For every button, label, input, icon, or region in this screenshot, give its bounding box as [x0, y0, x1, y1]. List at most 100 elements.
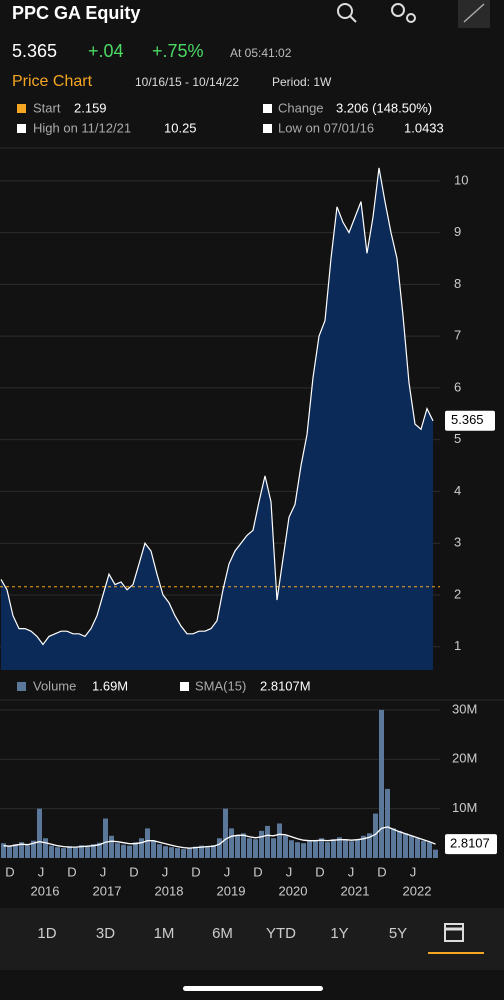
tab[interactable]: 3D: [96, 925, 115, 942]
x-tick-label: D: [191, 864, 200, 879]
x-tick-label: J: [224, 864, 231, 879]
tab-bar: [0, 908, 504, 970]
volume-bar: [421, 840, 426, 858]
legend-label: SMA(15): [195, 678, 246, 693]
tab[interactable]: 1D: [37, 925, 56, 942]
volume-bar: [157, 844, 162, 858]
legend-label: High on 11/12/21: [33, 120, 131, 135]
legend-value: 1.0433: [404, 120, 444, 135]
volume-bar: [139, 838, 144, 858]
volume-bar: [289, 840, 294, 858]
volume-bar: [247, 838, 252, 858]
x-tick-label: 2019: [217, 883, 246, 898]
volume-bar: [319, 838, 324, 858]
x-tick-label: D: [253, 864, 262, 879]
y-tick-label: 2: [454, 586, 461, 601]
title: PPC GA Equity: [12, 3, 140, 23]
volume-bar: [61, 848, 66, 858]
volume-bar: [235, 835, 240, 858]
tab[interactable]: 1Y: [330, 925, 348, 942]
volume-bar: [151, 840, 156, 858]
settings-icon[interactable]: [391, 3, 416, 23]
legend-value: 2.159: [74, 100, 107, 115]
tab[interactable]: 5Y: [389, 925, 407, 942]
home-indicator: [183, 986, 323, 991]
price-area: [1, 167, 433, 670]
volume-bar: [229, 828, 234, 858]
legend-value: 1.69M: [92, 678, 128, 693]
volume-bar: [193, 846, 198, 858]
price: 5.365: [12, 41, 57, 61]
volume-bar: [307, 841, 312, 858]
sma-tag: [445, 834, 497, 855]
volume-bar: [31, 840, 36, 858]
volume-bar: [37, 808, 42, 858]
tab[interactable]: 6M: [212, 925, 233, 942]
legend-swatch: [263, 104, 272, 113]
legend-swatch: [180, 682, 189, 691]
x-tick-label: 2017: [93, 883, 122, 898]
volume-bar: [13, 844, 18, 858]
change-pct: +.75%: [152, 41, 204, 61]
tab[interactable]: 1M: [154, 925, 175, 942]
volume-bar: [1, 843, 6, 858]
volume-bar: [169, 847, 174, 858]
volume-bar: [259, 830, 264, 858]
volume-bar: [265, 825, 270, 858]
x-tick-label: 2020: [279, 883, 308, 898]
legend-value: 2.8107M: [260, 678, 311, 693]
volume-bar: [427, 842, 432, 858]
x-tick-label: 2021: [341, 883, 370, 898]
volume-bar: [103, 818, 108, 858]
volume-bar: [25, 845, 30, 858]
volume-bar: [277, 823, 282, 858]
legend-label: Change: [278, 100, 324, 115]
sma-tag-label: 2.8107: [450, 836, 490, 851]
legend-swatch: [17, 124, 26, 133]
volume-bar: [313, 840, 318, 858]
tab[interactable]: YTD: [266, 925, 296, 942]
volume-bar: [7, 845, 12, 858]
y-tick-label: 1: [454, 638, 461, 653]
change: +.04: [88, 41, 124, 61]
volume-bar: [271, 838, 276, 858]
x-tick-label: 2022: [403, 883, 432, 898]
expand-icon[interactable]: [458, 0, 490, 28]
period: Period: 1W: [272, 75, 332, 89]
x-tick-label: D: [129, 864, 138, 879]
chart-title: Price Chart: [12, 73, 93, 90]
volume-bar: [337, 837, 342, 858]
x-tick-label: J: [410, 864, 417, 879]
volume-bar: [391, 828, 396, 858]
volume-bar: [55, 847, 60, 858]
volume-bar: [253, 839, 258, 858]
volume-bar: [73, 847, 78, 858]
x-tick-label: J: [162, 864, 169, 879]
volume-bar: [127, 845, 132, 858]
price-tag-label: 5.365: [451, 412, 484, 427]
legend-label: Volume: [33, 678, 76, 693]
legend-label: Low on 07/01/16: [278, 120, 374, 135]
y-tick-label: 7: [454, 328, 461, 343]
volume-bar: [85, 846, 90, 858]
legend-label: Start: [33, 100, 61, 115]
search-icon[interactable]: [337, 3, 357, 23]
volume-bar: [283, 835, 288, 858]
volume-bar: [355, 839, 360, 858]
x-tick-label: 2016: [31, 883, 60, 898]
y-tick-label: 3: [454, 535, 461, 550]
volume-bar: [361, 835, 366, 858]
volume-bar: [181, 849, 186, 858]
x-tick-label: J: [348, 864, 355, 879]
volume-bar: [133, 842, 138, 858]
volume-bar: [331, 839, 336, 858]
calendar-icon[interactable]: [428, 923, 484, 954]
volume-bar: [241, 833, 246, 858]
y-tick-label: 5: [454, 431, 461, 446]
volume-bar: [397, 830, 402, 858]
y-tick-label: 9: [454, 224, 461, 239]
legend-value: 3.206 (148.50%): [336, 100, 432, 115]
x-tick-label: D: [315, 864, 324, 879]
legend-swatch: [263, 124, 272, 133]
